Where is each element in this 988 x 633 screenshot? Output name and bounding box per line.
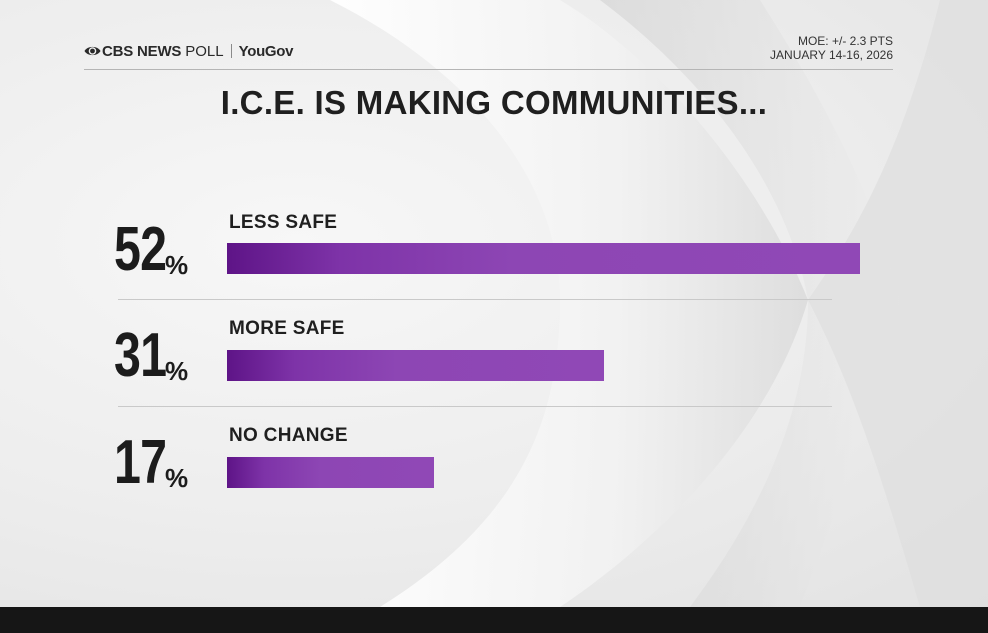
bar-less-safe: [227, 243, 860, 274]
bottom-letterbox-bar: [0, 607, 988, 633]
poll-graphic-card: CBS NEWS POLL YouGov MOE: +/- 2.3 PTS JA…: [0, 0, 988, 607]
bar-more-safe: [227, 350, 604, 381]
category-label-less-safe: LESS SAFE: [229, 212, 338, 233]
value-number: 31: [114, 321, 167, 390]
background-swoosh: [330, 0, 988, 607]
poll-dates: JANUARY 14-16, 2026: [770, 48, 893, 62]
chart-title: I.C.E. IS MAKING COMMUNITIES...: [220, 84, 768, 121]
percent-sign: %: [164, 356, 189, 386]
header-divider: [84, 69, 893, 70]
logo-divider: [230, 44, 232, 58]
value-number: 17: [114, 428, 167, 497]
value-label-less-safe: 52 %: [114, 208, 189, 284]
poll-meta: MOE: +/- 2.3 PTS JANUARY 14-16, 2026: [770, 34, 893, 62]
value-label-no-change: 17 %: [114, 421, 189, 497]
network-name: CBS NEWS: [102, 42, 182, 60]
cbs-yougov-logo: CBS NEWS POLL YouGov: [84, 41, 294, 61]
percent-sign: %: [164, 250, 189, 280]
value-number: 52: [114, 215, 167, 284]
poll-word: POLL: [185, 42, 224, 60]
row-divider: [118, 299, 832, 300]
percent-sign: %: [164, 463, 189, 493]
row-divider: [118, 406, 832, 407]
category-label-more-safe: MORE SAFE: [229, 318, 345, 339]
cbs-eye-icon: [84, 46, 101, 56]
margin-of-error: MOE: +/- 2.3 PTS: [797, 34, 893, 48]
bar-no-change: [227, 457, 434, 488]
category-label-no-change: NO CHANGE: [229, 425, 348, 446]
partner-name: YouGov: [238, 42, 294, 60]
value-label-more-safe: 31 %: [114, 314, 189, 390]
